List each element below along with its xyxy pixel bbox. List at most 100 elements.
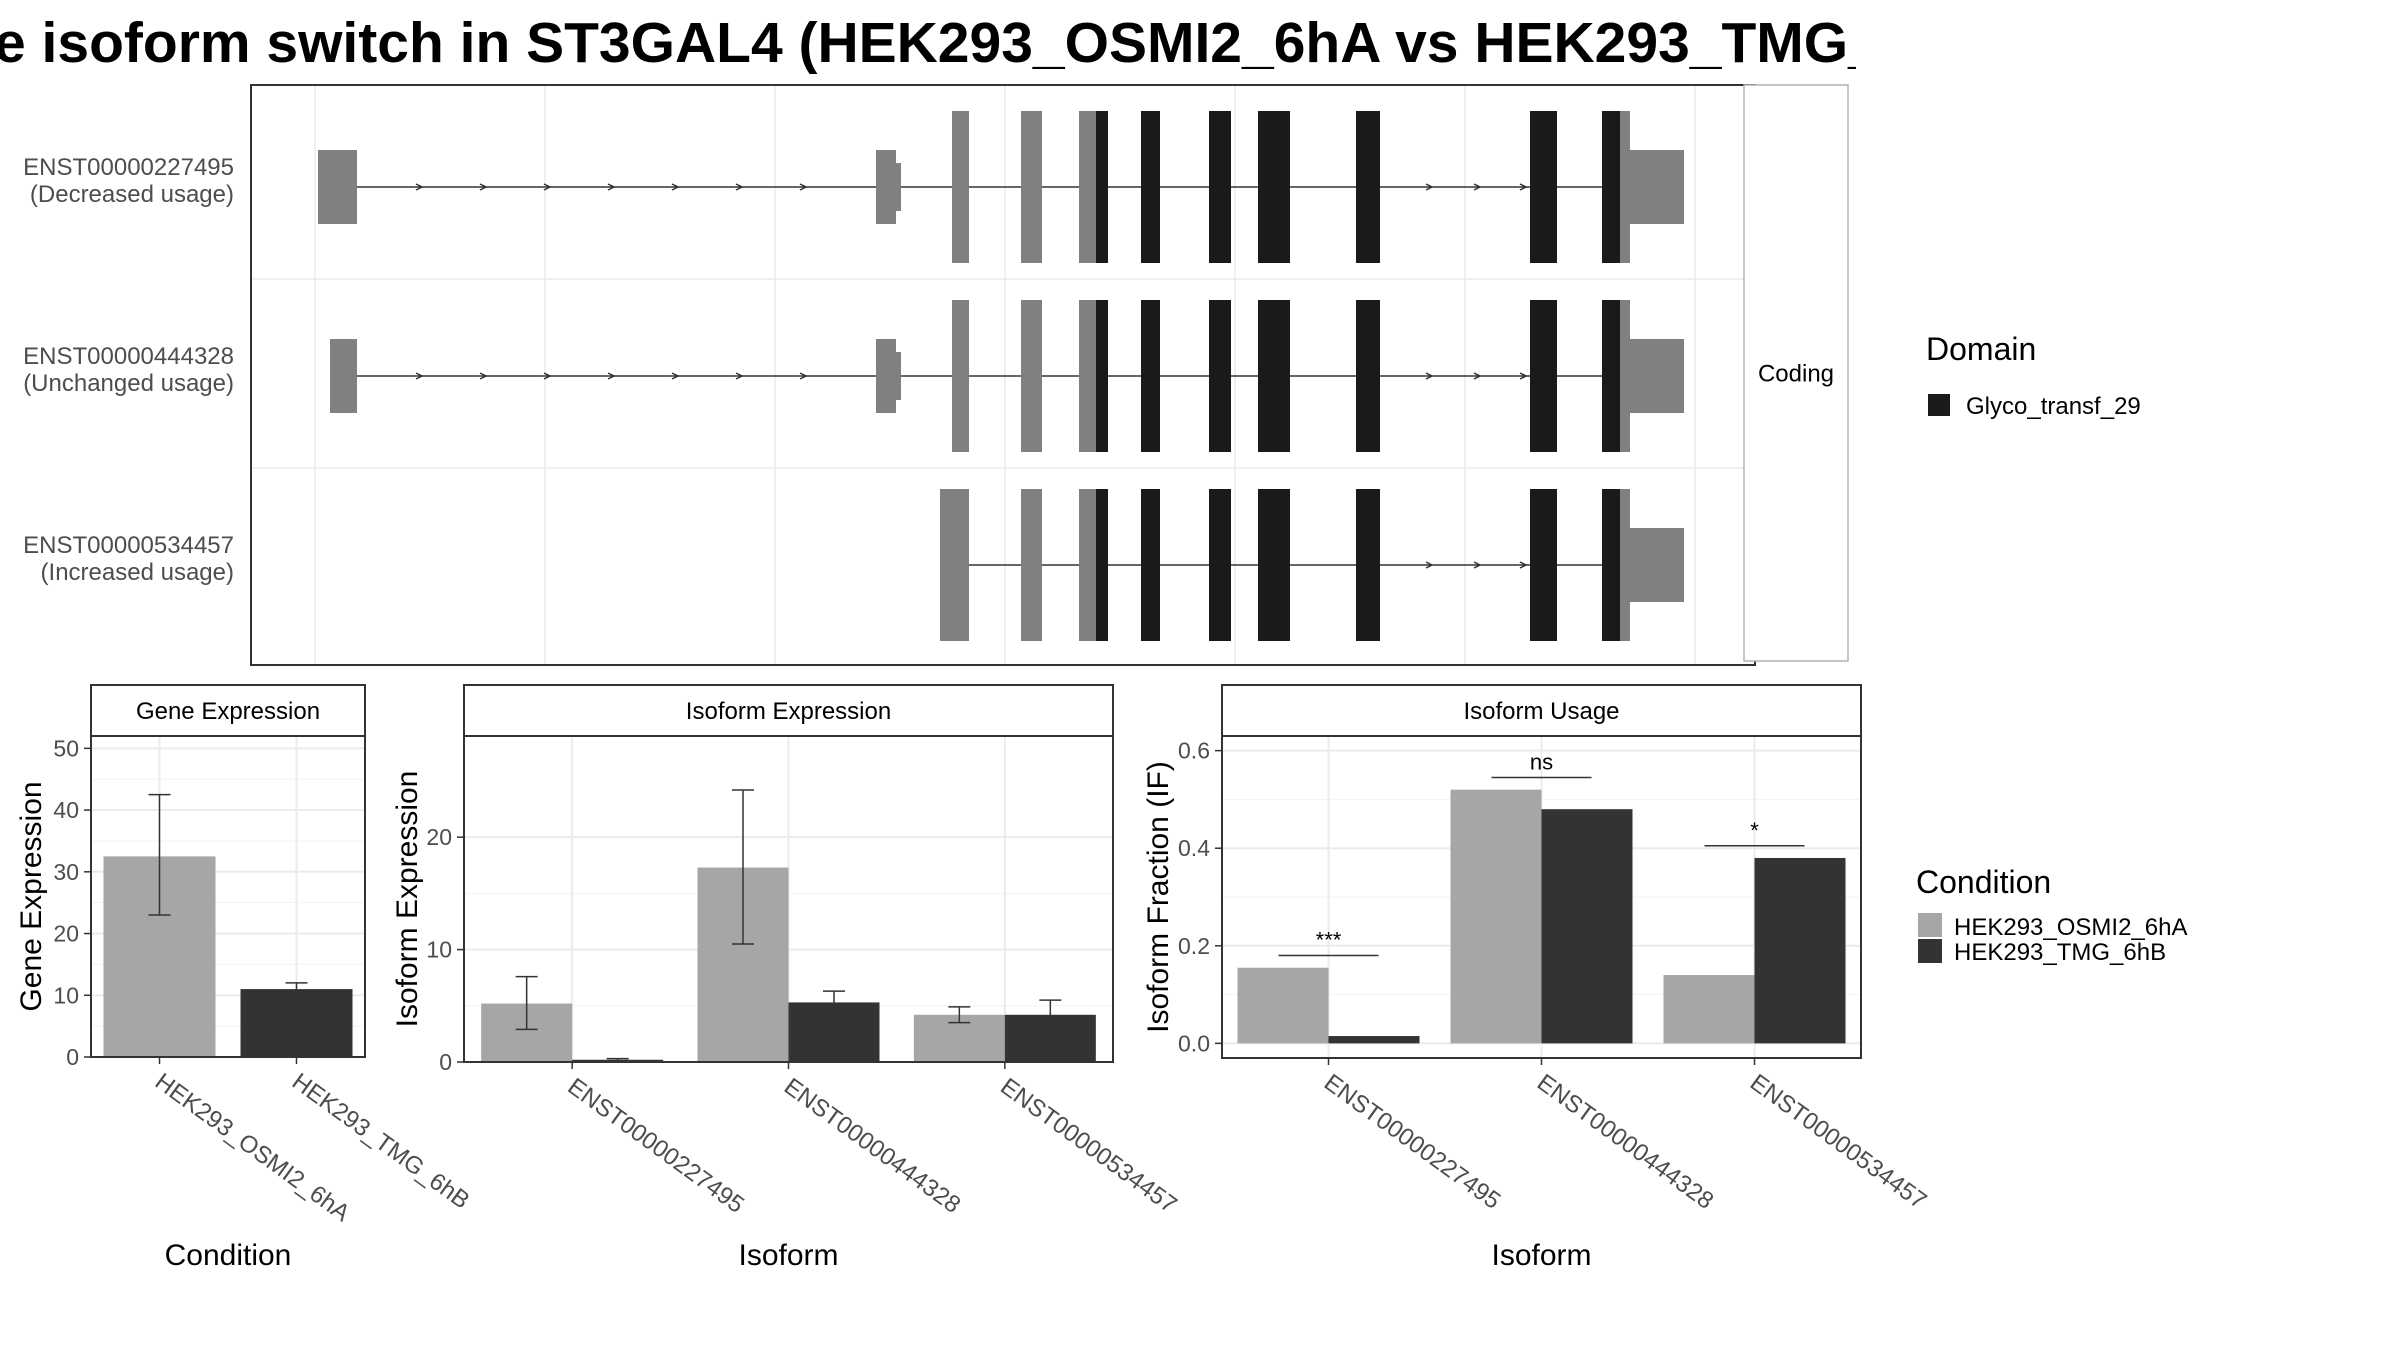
intron-direction-arrow (1425, 372, 1434, 380)
y-tick-label: 0 (439, 1049, 452, 1075)
intron-direction-arrow (607, 183, 616, 191)
condition-legend-key-b (1918, 939, 1942, 963)
domain-legend-title: Domain (1926, 331, 2036, 367)
facet-label: Coding (1758, 360, 1834, 387)
domain-exon-block (1356, 489, 1380, 641)
intron-direction-arrow (1519, 372, 1528, 380)
exon-block (330, 339, 357, 413)
figure-title: e isoform switch in ST3GAL4 (HEK293_OSMI… (0, 11, 1856, 75)
intron-direction-arrow (671, 372, 680, 380)
domain-exon-block (1141, 489, 1160, 641)
utr-3prime-block (1630, 150, 1684, 224)
x-tick-label: ENST00000534457 (995, 1073, 1181, 1219)
x-axis-title: Isoform (1491, 1239, 1591, 1272)
domain-exon-block (1356, 111, 1380, 263)
transcript-usage-label: (Unchanged usage) (23, 370, 234, 397)
intron-direction-arrow (799, 183, 808, 191)
bar (1754, 857, 1846, 1044)
panel-strip-label: Gene Expression (136, 698, 320, 725)
utr-3prime-block (1630, 528, 1684, 602)
exon-block (896, 163, 901, 211)
bar (1663, 975, 1755, 1044)
transcript-id-label: ENST00000444328 (23, 343, 234, 370)
condition-legend-item-b: HEK293_TMG_6hB (1954, 939, 2166, 966)
domain-exon-block (1530, 111, 1557, 263)
x-tick-label: ENST00000534457 (1745, 1069, 1931, 1215)
intron-direction-arrow (479, 372, 488, 380)
intron-direction-arrow (543, 372, 552, 380)
intron-direction-arrow (1473, 561, 1482, 569)
transcript-id-label: ENST00000534457 (23, 532, 234, 559)
x-tick-label: ENST00000227495 (563, 1073, 749, 1219)
exon-block (940, 489, 969, 641)
domain-exon-block (1096, 111, 1108, 263)
domain-exon-block (1530, 489, 1557, 641)
x-axis-title: Isoform (738, 1239, 838, 1272)
exon-block (952, 300, 969, 452)
y-tick-label: 0.2 (1178, 933, 1210, 959)
y-tick-label: 0.6 (1178, 738, 1210, 764)
domain-exon-block (1602, 489, 1620, 641)
domain-exon-block (1258, 111, 1290, 263)
domain-exon-block (1096, 300, 1108, 452)
y-tick-label: 40 (53, 797, 79, 823)
exon-block (1079, 489, 1096, 641)
y-tick-label: 10 (426, 937, 452, 963)
exon-block (1021, 489, 1042, 641)
domain-exon-block (1530, 300, 1557, 452)
bar-panels: Gene Expression01020304050HEK293_OSMI2_6… (15, 684, 1931, 1272)
exon-block (318, 150, 357, 224)
domain-exon-block (1096, 489, 1108, 641)
condition-legend-key-a (1918, 913, 1942, 937)
significance-label: * (1750, 818, 1759, 843)
y-axis-title: Isoform Expression (391, 771, 424, 1028)
bar (1450, 789, 1542, 1044)
intron-direction-arrow (543, 183, 552, 191)
exon-block (1021, 111, 1042, 263)
domain-legend: Domain Glyco_transf_29 (1926, 331, 2141, 420)
intron-direction-arrow (1473, 372, 1482, 380)
exon-block (876, 339, 896, 413)
domain-legend-item: Glyco_transf_29 (1966, 393, 2141, 420)
intron-direction-arrow (735, 372, 744, 380)
transcript-usage-label: (Increased usage) (41, 559, 234, 586)
intron-direction-arrow (1519, 561, 1528, 569)
intron-direction-arrow (479, 183, 488, 191)
y-tick-label: 10 (53, 982, 79, 1008)
panel-strip (90, 684, 366, 737)
y-axis-title: Gene Expression (15, 781, 48, 1011)
exon-block (1620, 111, 1630, 263)
panel-strip (463, 684, 1114, 737)
intron-direction-arrow (1519, 183, 1528, 191)
x-tick-label: ENST00000444328 (779, 1073, 965, 1219)
transcript-id-label: ENST00000227495 (23, 154, 234, 181)
exon-block (876, 150, 896, 224)
intron-direction-arrow (671, 183, 680, 191)
transcript-usage-label: (Decreased usage) (30, 181, 234, 208)
exon-block (1079, 111, 1096, 263)
significance-label: ns (1530, 749, 1553, 774)
intron-direction-arrow (1473, 183, 1482, 191)
domain-exon-block (1356, 300, 1380, 452)
intron-direction-arrow (607, 372, 616, 380)
panel-isoform-usage: *** ns * Isoform Usage 0.0 0.2 0.4 0.6 ENST00000… (1142, 684, 1931, 1272)
exon-block (1620, 300, 1630, 452)
condition-legend-title: Condition (1916, 864, 2051, 900)
panel-strip-label: Isoform Expression (686, 698, 891, 725)
bar (1541, 809, 1633, 1044)
condition-legend: Condition HEK293_OSMI2_6hA HEK293_TMG_6h… (1916, 864, 2187, 966)
condition-legend-item-a: HEK293_OSMI2_6hA (1954, 914, 2187, 941)
x-axis-title: Condition (165, 1239, 292, 1272)
y-tick-label: 30 (53, 859, 79, 885)
exon-block (896, 352, 901, 400)
intron-direction-arrow (415, 183, 424, 191)
intron-direction-arrow (735, 183, 744, 191)
domain-exon-block (1258, 300, 1290, 452)
domain-exon-block (1141, 300, 1160, 452)
intron-direction-arrow (1425, 561, 1434, 569)
domain-exon-block (1602, 300, 1620, 452)
y-tick-label: 0.4 (1178, 835, 1210, 861)
